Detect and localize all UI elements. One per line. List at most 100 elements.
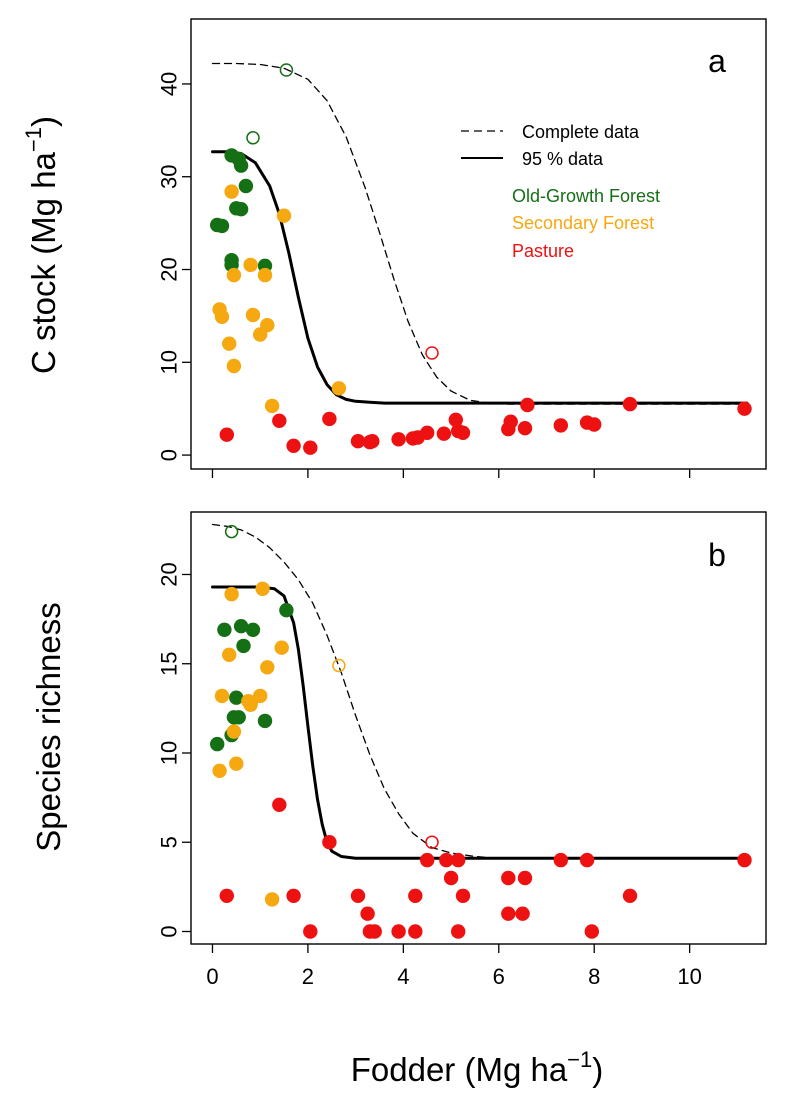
data-point-pasture [451, 852, 466, 868]
data-point-sf [224, 586, 239, 602]
data-point-ogf [233, 619, 249, 634]
panel-b-x-axis: 0 2 4 6 8 10 [206, 944, 702, 989]
y-tick-label: 40 [157, 72, 182, 96]
panel-a-y-title-close: ) [25, 116, 62, 127]
data-point-pasture [517, 421, 533, 436]
data-point-sf [222, 647, 237, 662]
data-point-sf-open [332, 658, 346, 673]
curve-complete-data [211, 523, 748, 859]
x-tick-label: 8 [588, 964, 600, 989]
data-point-pasture [553, 418, 568, 433]
data-point-ogf [210, 736, 225, 752]
data-point-ogf [233, 202, 249, 217]
data-point-sf [257, 267, 273, 283]
data-point-pasture [439, 852, 454, 868]
data-point-sf [264, 892, 280, 907]
data-point-ogf [231, 710, 246, 725]
data-point-sf [214, 309, 230, 324]
data-point-pasture [622, 396, 638, 412]
legend-complete-label: Complete data [522, 122, 640, 142]
data-point-pasture [420, 852, 435, 868]
panel-b-y-axis-title: Species richness [30, 602, 67, 851]
y-tick-label: 0 [157, 449, 182, 461]
data-point-pasture [286, 888, 301, 903]
y-tick-label: 5 [157, 836, 182, 848]
data-point-sf [243, 697, 258, 712]
data-point-pasture [219, 427, 234, 442]
y-tick-label: 20 [157, 562, 182, 586]
data-point-pasture [360, 906, 375, 921]
panel-b-tag: b [708, 537, 726, 573]
data-point-pasture [553, 852, 568, 868]
data-point-pasture [219, 888, 234, 903]
data-point-pasture [322, 835, 337, 850]
data-point-pasture [579, 852, 595, 868]
data-point-sf [243, 257, 258, 273]
data-point-sf [264, 398, 280, 414]
x-tick-label: 6 [493, 964, 505, 989]
panel-a-y-axis-title: C stock (Mg ha−1) [21, 116, 62, 374]
panel-a-frame [190, 18, 767, 470]
data-point-pasture [737, 852, 752, 868]
data-point-pasture [443, 870, 459, 886]
data-point-pasture [272, 797, 287, 812]
legend-ogf-label: Old-Growth Forest [512, 186, 660, 206]
y-tick-label: 15 [157, 651, 182, 675]
data-point-ogf-open [279, 63, 294, 77]
panel-b-frame [190, 511, 767, 945]
data-point-sf [229, 756, 244, 771]
x-tick-label: 4 [397, 964, 409, 989]
data-point-pasture [367, 924, 382, 939]
data-point-pasture-open [425, 346, 439, 360]
y-tick-label: 30 [157, 164, 182, 188]
data-point-pasture [503, 414, 518, 429]
data-point-ogf [233, 158, 249, 173]
data-point-pasture [455, 425, 471, 440]
data-point-sf [255, 581, 270, 596]
data-point-sf [226, 724, 242, 739]
data-point-ogf [238, 178, 254, 194]
curve-p95-data [211, 150, 749, 405]
data-point-pasture [408, 924, 423, 939]
panel-b: 0 5 10 15 20 0 2 4 6 8 10 b Species richness [30, 511, 767, 989]
data-point-sf [214, 688, 230, 704]
data-point-pasture [286, 438, 301, 453]
data-point-ogf [229, 690, 244, 705]
data-point-sf [212, 763, 227, 778]
data-point-ogf [236, 638, 251, 654]
data-point-pasture [391, 432, 406, 447]
data-point-pasture [436, 426, 452, 441]
panel-a-y-title-main: C stock (Mg ha [25, 151, 62, 374]
data-point-pasture [350, 888, 366, 903]
data-point-pasture [515, 906, 530, 921]
x-title-sup: −1 [567, 1047, 592, 1072]
panel-a-x-axis [211, 469, 691, 478]
data-point-pasture [455, 888, 471, 903]
data-point-sf [260, 318, 275, 333]
panel-a-tag: a [708, 43, 726, 79]
data-point-pasture [451, 924, 466, 939]
legend-p95-label: 95 % data [522, 149, 604, 169]
data-point-sf [253, 688, 268, 704]
data-point-pasture-open [425, 835, 439, 849]
y-tick-label: 10 [157, 350, 182, 374]
y-tick-label: 10 [157, 741, 182, 765]
data-point-sf [222, 336, 237, 351]
data-point-pasture [365, 434, 380, 449]
data-point-pasture [737, 401, 752, 416]
data-point-pasture [501, 906, 516, 921]
data-point-pasture [520, 397, 535, 413]
data-point-sf [276, 208, 292, 223]
data-point-pasture [303, 440, 318, 455]
x-tick-label: 10 [677, 964, 701, 989]
data-point-ogf-open [246, 131, 260, 145]
data-point-pasture [408, 888, 423, 903]
x-title-main: Fodder (Mg ha [351, 1051, 568, 1088]
panel-a-points [210, 63, 752, 455]
legend: Complete data 95 % data Old-Growth Fores… [461, 122, 660, 261]
data-point-ogf [217, 622, 232, 637]
data-point-ogf [279, 603, 294, 618]
data-point-pasture [584, 924, 599, 939]
legend-pasture-label: Pasture [512, 241, 574, 261]
